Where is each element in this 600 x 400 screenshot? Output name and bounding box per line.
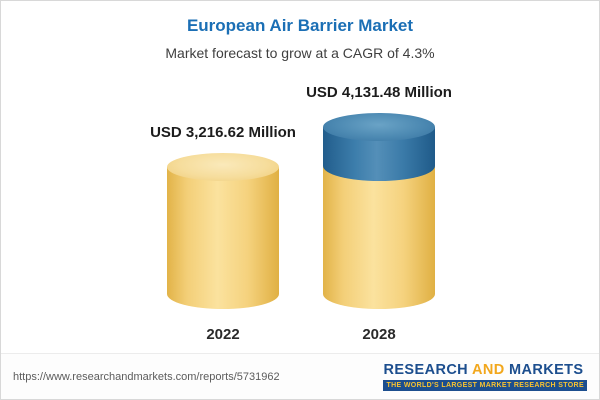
bar-2022-value-label: USD 3,216.62 Million (150, 124, 296, 141)
bar-2022-cylinder-body (167, 167, 279, 309)
logo-word-markets: MARKETS (509, 362, 584, 378)
logo-word-and: AND (471, 362, 505, 378)
bar-2022-cylinder: 2022 (167, 153, 279, 343)
bar-2022-year-label: 2022 (206, 326, 240, 343)
chart-title: European Air Barrier Market (186, 16, 414, 35)
footer: https://www.researchandmarkets.com/repor… (1, 353, 599, 399)
logo-wordmark: RESEARCH AND MARKETS (383, 362, 583, 378)
bar-2028-year-label: 2028 (362, 326, 396, 343)
bar-2028-cylinder-top (323, 113, 435, 141)
report-url-link[interactable]: https://www.researchandmarkets.com/repor… (13, 370, 280, 383)
bar-2028: USD 4,131.48 Million 2028 (306, 84, 452, 343)
logo-tagline: THE WORLD'S LARGEST MARKET RESEARCH STOR… (383, 380, 587, 391)
bar-2028-value-label: USD 4,131.48 Million (306, 84, 452, 101)
bar-2022-cylinder-top (167, 153, 279, 181)
chart-subtitle: Market forecast to grow at a CAGR of 4.3… (165, 45, 435, 61)
bar-2022: USD 3,216.62 Million 2022 (150, 124, 296, 343)
research-and-markets-logo[interactable]: RESEARCH AND MARKETS THE WORLD'S LARGEST… (383, 362, 587, 391)
logo-word-research: RESEARCH (383, 362, 469, 378)
bar-2028-cylinder: 2028 (323, 113, 435, 343)
